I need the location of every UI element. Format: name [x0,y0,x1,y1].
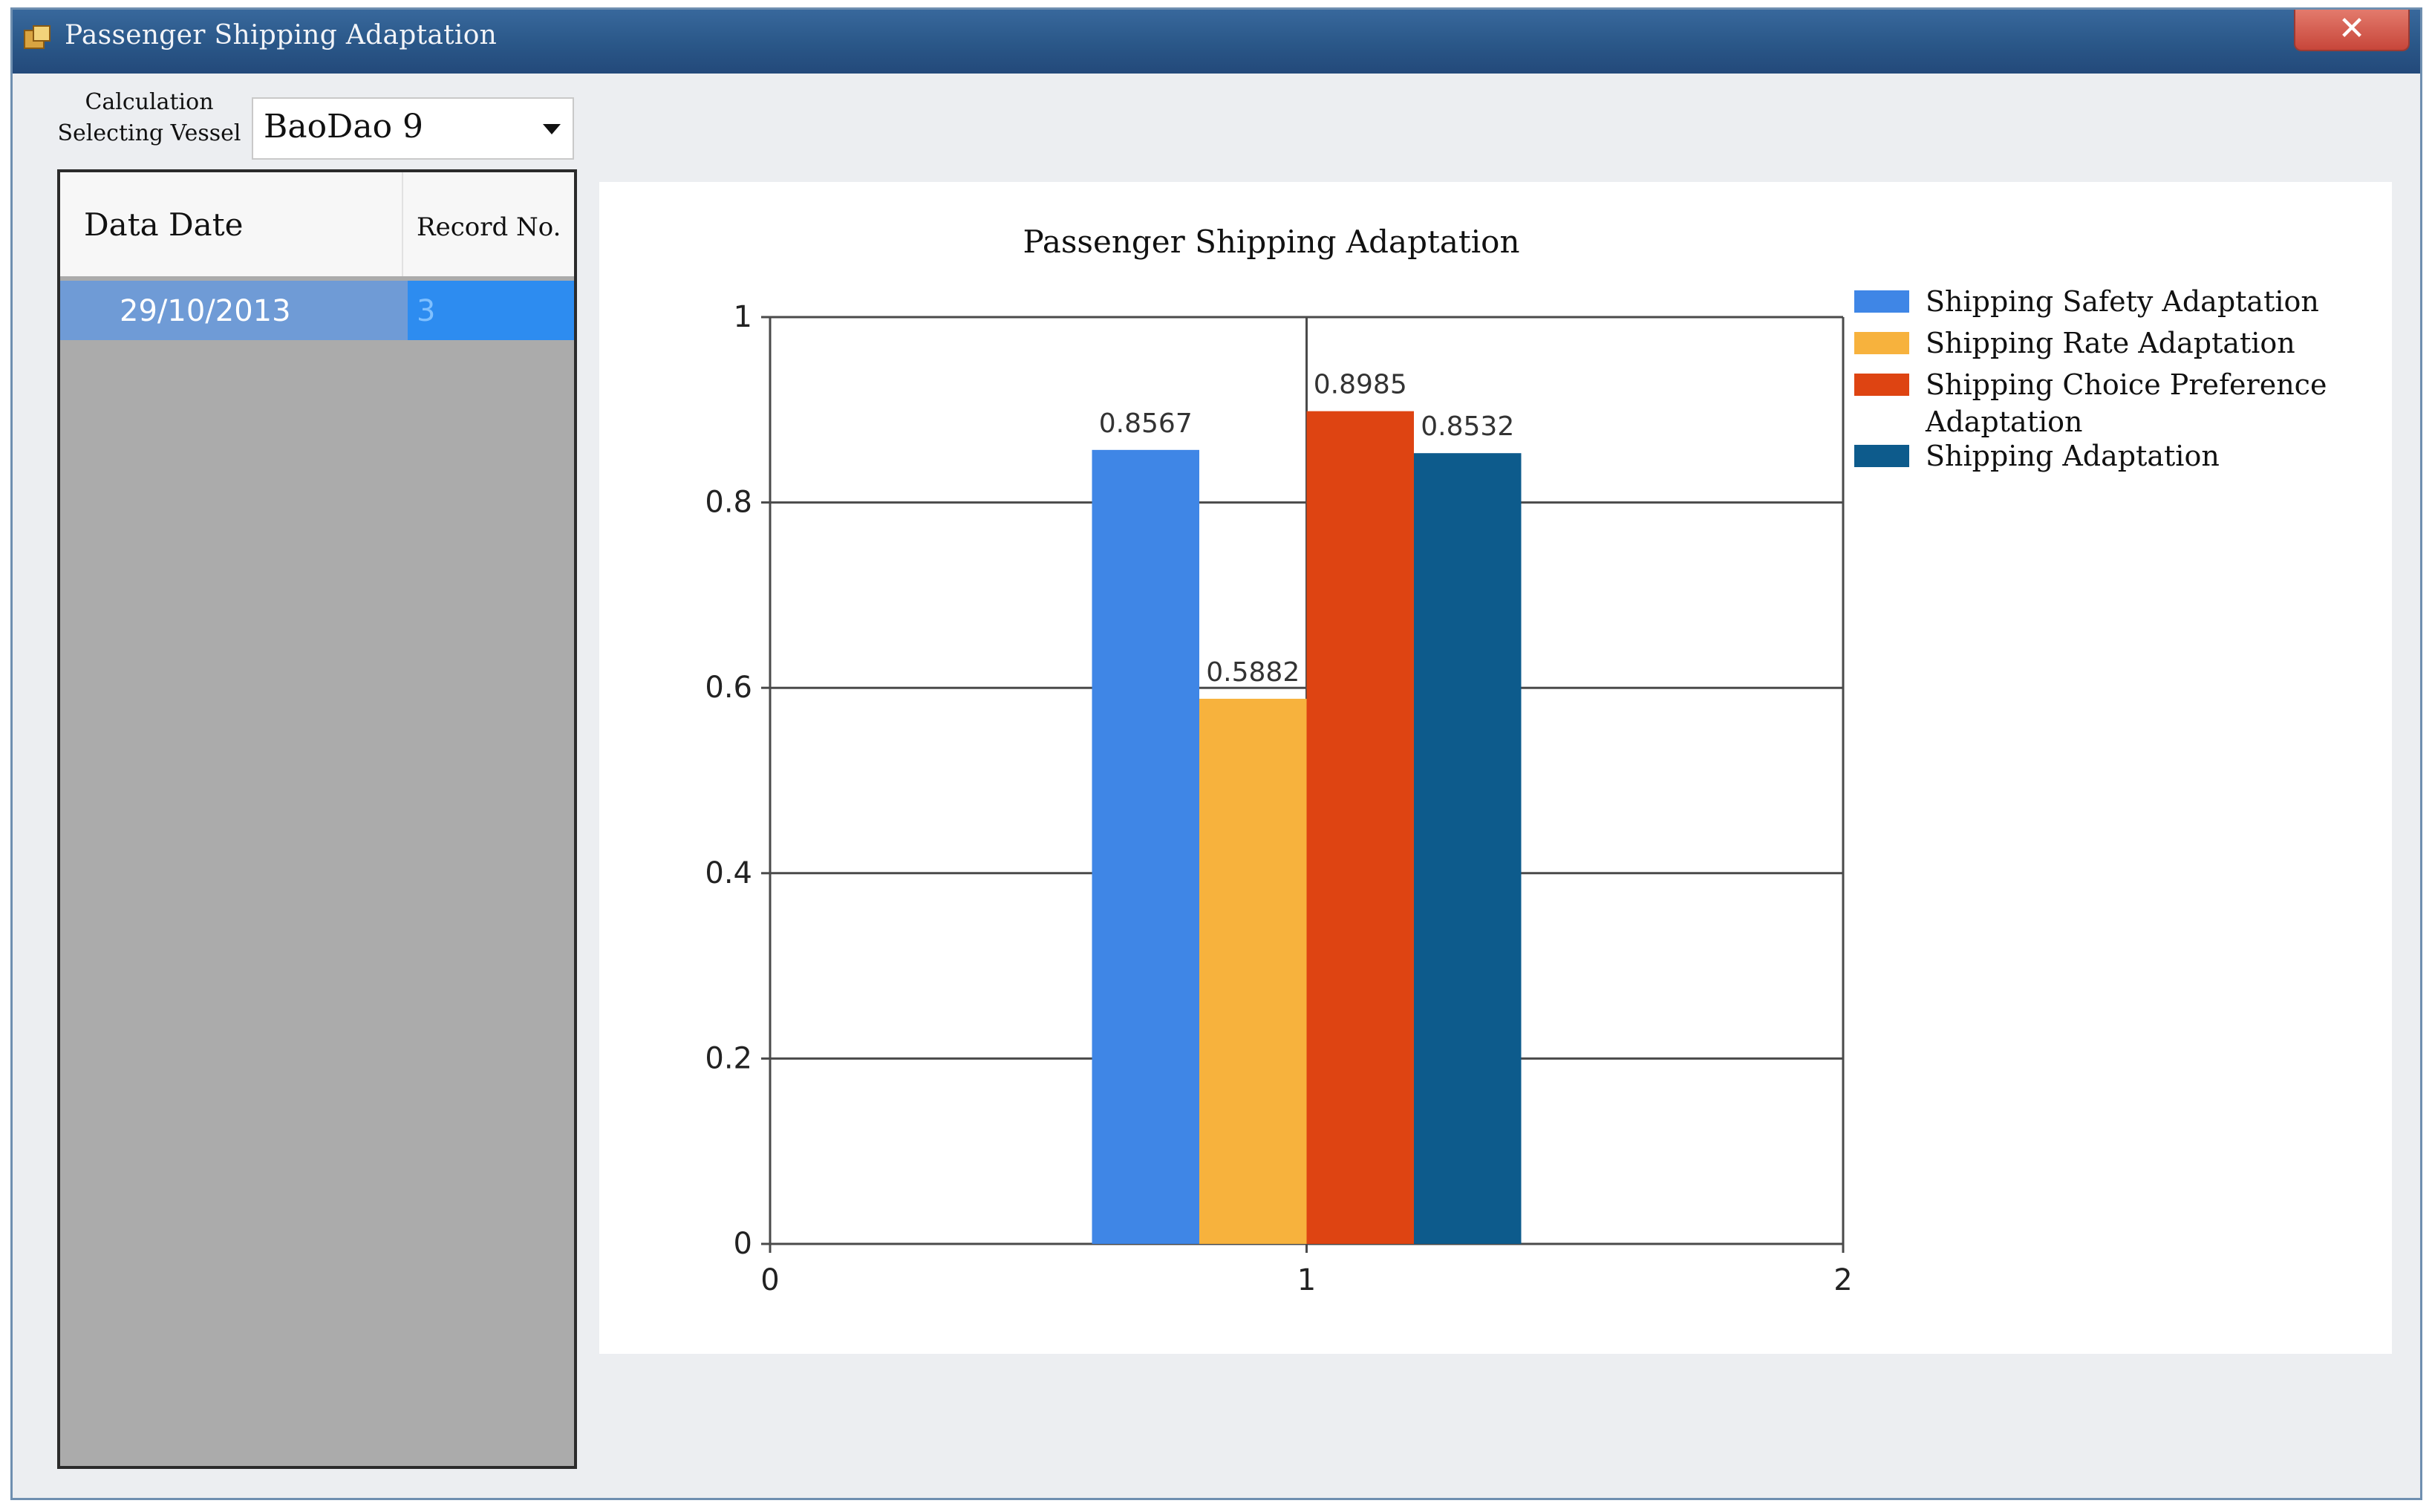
y-tick-label: 0.2 [705,1041,752,1075]
chart-tick-labels: 0 0.2 0.4 0.6 0.8 1 0 1 2 [705,300,1852,1297]
legend-swatch [1854,374,1909,396]
bar-value-label: 0.5882 [1206,657,1300,688]
column-header-data-date[interactable]: Data Date [84,206,244,243]
table-row[interactable]: 29/10/2013 3 [60,281,574,340]
x-tick-label: 0 [760,1263,779,1297]
chevron-down-icon[interactable] [543,124,561,134]
bar-chart: Passenger Shipping Adaptation 0.8567 0.58… [705,224,2327,1297]
legend-label: Shipping Adaptation [1926,440,2220,472]
legend-swatch [1854,290,1909,313]
vessel-select-value: BaoDao 9 [264,108,424,146]
window-title: Passenger Shipping Adaptation [65,20,498,50]
legend-label-line2: Adaptation [1925,405,2082,438]
chart-data-labels: 0.8567 0.5882 0.8985 0.8532 [1099,370,1514,688]
chart-panel: Passenger Shipping Adaptation 0.8567 0.58… [599,182,2392,1354]
app-window: Passenger Shipping Adaptation ✕ Calculat… [10,7,2422,1500]
bar-shipping-choice-preference-adaptation [1306,411,1414,1244]
column-header-record-no[interactable]: Record No. [417,212,561,242]
calc-label-line2: Selecting Vessel [57,120,241,146]
bar-shipping-adaptation [1414,453,1522,1244]
legend-label: Shipping Rate Adaptation [1926,327,2295,359]
chart-bars [1092,411,1522,1244]
grid-header: Data Date Record No. [60,172,574,276]
y-tick-label: 0.4 [705,856,752,890]
bar-shipping-rate-adaptation [1199,698,1307,1244]
cell-data-date[interactable]: 29/10/2013 [120,294,291,328]
vessel-select[interactable]: BaoDao 9 [252,97,574,160]
calc-vessel-label: Calculation Selecting Vessel [45,87,253,149]
chart-legend: Shipping Safety Adaptation Shipping Rate … [1854,285,2327,472]
bar-value-label: 0.8532 [1421,411,1514,442]
chart-title: Passenger Shipping Adaptation [1023,224,1519,260]
records-grid[interactable]: Data Date Record No. 29/10/2013 3 [57,169,577,1469]
cell-record-no[interactable]: 3 [417,294,436,328]
legend-swatch [1854,445,1909,467]
y-tick-label: 0 [734,1227,752,1261]
legend-label: Shipping Safety Adaptation [1926,285,2319,318]
y-tick-label: 0.6 [705,671,752,705]
bar-value-label: 0.8567 [1099,408,1193,439]
column-divider [402,172,403,276]
y-tick-label: 0.8 [705,486,752,520]
close-button[interactable]: ✕ [2294,10,2410,51]
x-tick-label: 1 [1297,1263,1316,1297]
calc-label-line1: Calculation [85,89,214,115]
cell-record-highlight [408,281,574,340]
app-icon [24,25,50,49]
y-tick-label: 1 [734,300,752,334]
bar-shipping-safety-adaptation [1092,449,1199,1244]
title-bar[interactable]: Passenger Shipping Adaptation ✕ [13,10,2420,74]
legend-label: Shipping Choice Preference [1926,368,2327,401]
bar-value-label: 0.8985 [1314,370,1407,400]
legend-swatch [1854,332,1909,354]
x-tick-label: 2 [1833,1263,1852,1297]
